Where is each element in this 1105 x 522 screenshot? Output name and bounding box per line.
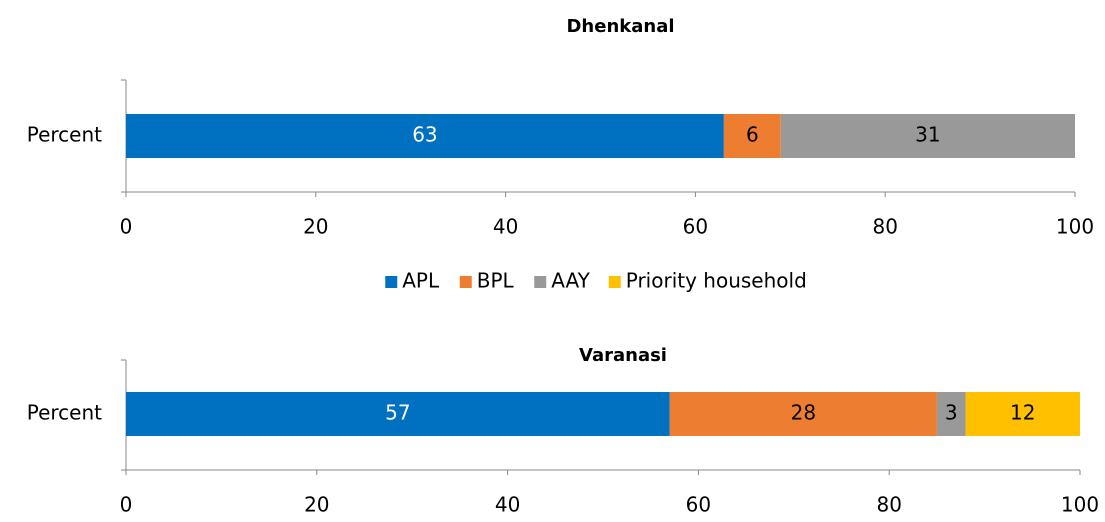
x-tick-label: 60 — [683, 215, 708, 239]
legend-swatch — [608, 276, 621, 288]
chart-title: Varanasi — [579, 345, 667, 366]
legend-label: BPL — [477, 269, 515, 293]
data-label: 6 — [746, 123, 759, 147]
bar-segment — [669, 392, 937, 436]
x-tick-label: 40 — [495, 493, 520, 517]
legend-swatch — [534, 276, 547, 288]
data-label: 57 — [385, 401, 410, 425]
legend-swatch — [459, 276, 472, 288]
legend-label: Priority household — [626, 269, 807, 293]
category-label: Percent — [27, 401, 102, 425]
x-tick-label: 100 — [1056, 215, 1094, 239]
x-tick-label: 0 — [120, 493, 133, 517]
x-tick-label: 100 — [1061, 493, 1099, 517]
x-tick-label: 20 — [304, 493, 329, 517]
x-tick-label: 20 — [303, 215, 328, 239]
bar-segment — [780, 114, 1075, 158]
legend-swatch — [385, 276, 398, 288]
x-tick-label: 80 — [876, 493, 901, 517]
x-tick-label: 60 — [686, 493, 711, 517]
bar-segment — [965, 392, 1080, 436]
bar-segment — [936, 392, 966, 436]
x-tick-label: 80 — [872, 215, 897, 239]
data-label: 63 — [412, 123, 437, 147]
bar-segment — [126, 114, 724, 158]
bar-segment — [126, 392, 670, 436]
data-label: 12 — [1010, 401, 1035, 425]
data-label: 3 — [945, 401, 958, 425]
category-label: Percent — [27, 123, 102, 147]
x-tick-label: 40 — [493, 215, 518, 239]
x-tick-label: 0 — [120, 215, 133, 239]
data-label: 31 — [915, 123, 940, 147]
bar-segment — [723, 114, 781, 158]
data-label: 28 — [791, 401, 816, 425]
legend-label: APL — [402, 269, 440, 293]
chart-title: Dhenkanal — [566, 16, 674, 37]
legend-label: AAY — [551, 269, 590, 293]
